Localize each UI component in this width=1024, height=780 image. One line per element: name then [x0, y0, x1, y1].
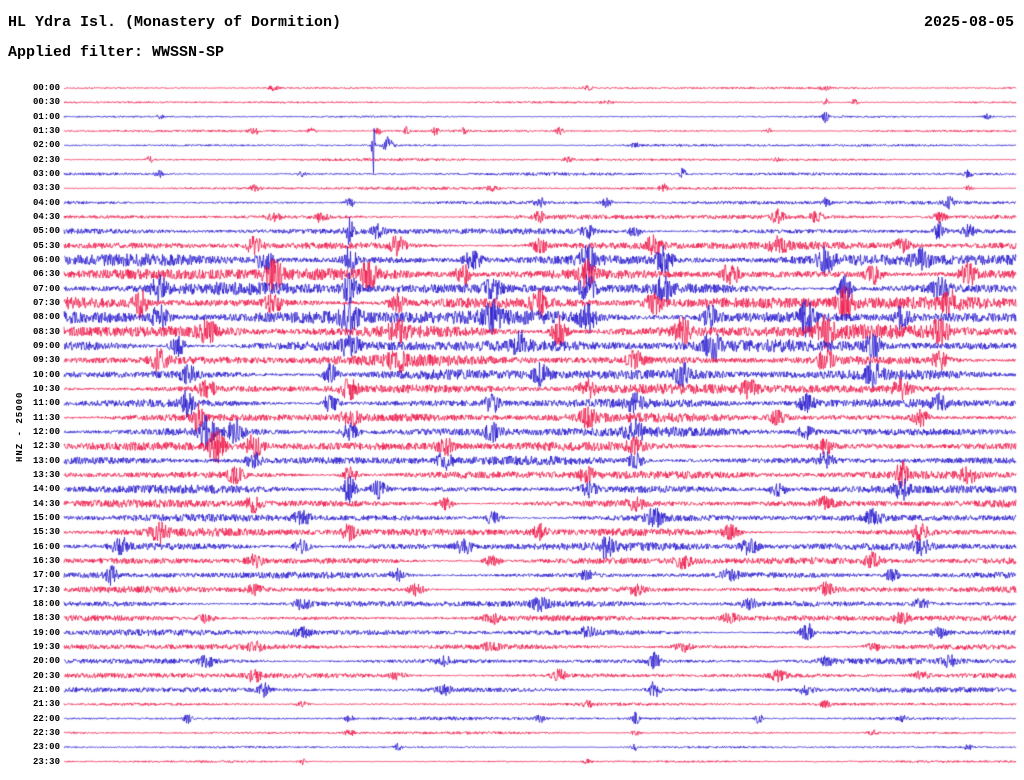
trace-time-label: 14:00 — [32, 484, 60, 495]
trace-time-label: 23:30 — [32, 756, 60, 767]
trace-time-label: 13:30 — [32, 469, 60, 480]
trace-time-label: 12:30 — [32, 441, 60, 452]
trace-time-label: 06:30 — [32, 269, 60, 280]
trace-time-label: 21:00 — [32, 684, 60, 695]
trace-time-label: 15:00 — [32, 512, 60, 523]
trace-time-label: 21:30 — [32, 699, 60, 710]
trace-time-label: 14:30 — [32, 498, 60, 509]
trace-time-label: 11:30 — [32, 412, 60, 423]
trace-time-label: 10:30 — [32, 383, 60, 394]
trace-time-label: 08:30 — [32, 326, 60, 337]
trace-time-label: 00:00 — [32, 83, 60, 93]
trace-time-label: 05:30 — [32, 240, 60, 251]
trace-time-label: 02:00 — [32, 140, 60, 151]
trace-time-label: 16:30 — [32, 555, 60, 566]
trace-time-label: 15:30 — [32, 527, 60, 538]
trace-time-label: 22:00 — [32, 713, 60, 724]
trace-time-label: 07:00 — [32, 283, 60, 294]
trace-time-label: 08:00 — [32, 312, 60, 323]
trace-time-label: 09:30 — [32, 355, 60, 366]
trace-time-label: 02:30 — [32, 154, 60, 165]
trace-time-label: 06:00 — [32, 254, 60, 265]
trace-time-label: 01:30 — [32, 125, 60, 136]
trace-time-label: 03:00 — [32, 168, 60, 179]
trace-time-label: 19:30 — [32, 641, 60, 652]
trace-time-label: 17:30 — [32, 584, 60, 595]
trace-time-label: 00:30 — [32, 97, 60, 108]
trace-time-label: 04:30 — [32, 211, 60, 222]
trace-time-label: 18:30 — [32, 613, 60, 624]
trace-time-label: 18:00 — [32, 598, 60, 609]
trace-time-label: 20:30 — [32, 670, 60, 681]
trace-time-label: 16:00 — [32, 541, 60, 552]
trace-time-label: 23:00 — [32, 742, 60, 753]
trace-time-label: 12:00 — [32, 426, 60, 437]
trace-time-label: 20:00 — [32, 656, 60, 667]
trace-time-label: 05:00 — [32, 226, 60, 237]
trace-time-label: 04:00 — [32, 197, 60, 208]
trace-time-label: 13:00 — [32, 455, 60, 466]
trace-time-label: 01:00 — [32, 111, 60, 122]
trace-time-label: 09:00 — [32, 340, 60, 351]
trace-time-label: 07:30 — [32, 297, 60, 308]
trace-time-label: 19:00 — [32, 627, 60, 638]
trace-time-label: 03:30 — [32, 183, 60, 194]
trace-time-label: 11:00 — [32, 398, 60, 409]
trace-time-label: 17:00 — [32, 570, 60, 581]
trace-time-label: 22:30 — [32, 727, 60, 738]
trace-time-label: 10:00 — [32, 369, 60, 380]
